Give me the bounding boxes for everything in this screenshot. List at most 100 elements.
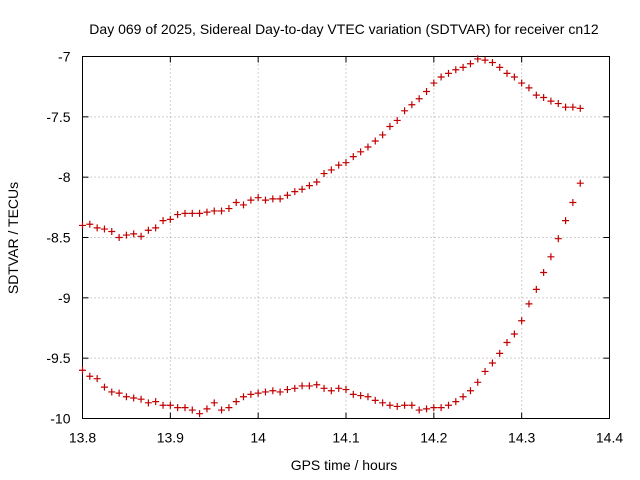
data-point (437, 73, 445, 81)
x-tick-label: 13.9 (157, 430, 184, 446)
data-point (196, 209, 204, 217)
data-point (218, 406, 226, 414)
data-point (335, 384, 343, 392)
data-point (452, 66, 460, 74)
data-point (159, 217, 167, 225)
data-point (254, 389, 262, 397)
data-point (525, 300, 533, 308)
data-point (379, 399, 387, 407)
data-point (569, 103, 577, 111)
data-point (386, 122, 394, 130)
data-point (496, 349, 504, 357)
data-point (239, 393, 247, 401)
data-point (357, 392, 365, 400)
data-point (496, 63, 504, 71)
data-point (430, 404, 438, 412)
data-point (313, 381, 321, 389)
data-point (547, 97, 555, 105)
data-point (100, 225, 108, 233)
data-point (269, 195, 277, 203)
data-point (115, 234, 123, 241)
data-point (93, 375, 101, 383)
x-tick-label: 14 (250, 430, 266, 446)
data-point (203, 208, 211, 216)
data-point (313, 178, 321, 186)
data-point (108, 388, 116, 396)
data-point (518, 79, 526, 87)
data-point (166, 401, 174, 409)
data-marks (79, 55, 584, 418)
data-point (320, 384, 328, 392)
data-point (130, 394, 138, 402)
data-point (137, 232, 145, 240)
data-point (445, 401, 453, 409)
data-point (335, 161, 343, 169)
data-point (166, 215, 174, 223)
y-tick-label: -8.5 (46, 230, 70, 246)
grid (82, 56, 610, 419)
x-tick-label: 14.1 (332, 430, 359, 446)
series-0 (79, 55, 584, 241)
data-point (503, 338, 511, 346)
data-point (371, 396, 379, 404)
data-point (415, 95, 423, 103)
data-point (474, 378, 482, 386)
data-point (210, 207, 218, 215)
data-point (247, 390, 255, 398)
data-point (401, 107, 409, 115)
data-point (532, 91, 540, 99)
data-point (174, 404, 182, 412)
series-1 (79, 179, 584, 418)
data-point (203, 405, 211, 413)
y-tick-label: -10 (50, 411, 70, 427)
data-point (349, 390, 357, 398)
data-point (364, 143, 372, 151)
data-point (364, 393, 372, 401)
data-point (298, 185, 306, 193)
y-tick-label: -8 (58, 169, 71, 185)
data-point (291, 188, 299, 196)
data-point (488, 359, 496, 367)
data-point (430, 79, 438, 87)
y-tick-label: -7 (58, 49, 71, 65)
data-point (459, 63, 467, 71)
data-point (152, 224, 160, 232)
data-point (291, 384, 299, 392)
data-point (232, 199, 240, 207)
data-point (562, 217, 570, 225)
data-point (276, 195, 284, 203)
data-point (466, 387, 474, 395)
data-point (510, 330, 518, 338)
data-point (298, 382, 306, 390)
data-point (269, 387, 277, 395)
data-point (459, 393, 467, 401)
data-point (247, 196, 255, 204)
data-point (554, 100, 562, 108)
data-point (349, 153, 357, 161)
data-point (576, 104, 584, 112)
data-point (342, 159, 350, 167)
y-tick-label: -9.5 (46, 350, 70, 366)
data-point (401, 401, 409, 409)
data-point (108, 227, 116, 235)
data-point (86, 372, 94, 380)
data-point (532, 285, 540, 293)
data-point (181, 404, 189, 412)
data-point (423, 405, 431, 413)
data-point (445, 69, 453, 77)
data-point (562, 103, 570, 111)
data-point (144, 226, 152, 234)
data-point (474, 55, 482, 63)
data-point (510, 73, 518, 81)
data-point (276, 388, 284, 396)
data-point (86, 220, 94, 228)
data-point (327, 387, 335, 395)
data-point (210, 399, 218, 407)
data-point (342, 386, 350, 394)
data-point (239, 201, 247, 209)
data-point (79, 366, 86, 374)
data-point (481, 367, 489, 375)
data-point (261, 196, 269, 204)
